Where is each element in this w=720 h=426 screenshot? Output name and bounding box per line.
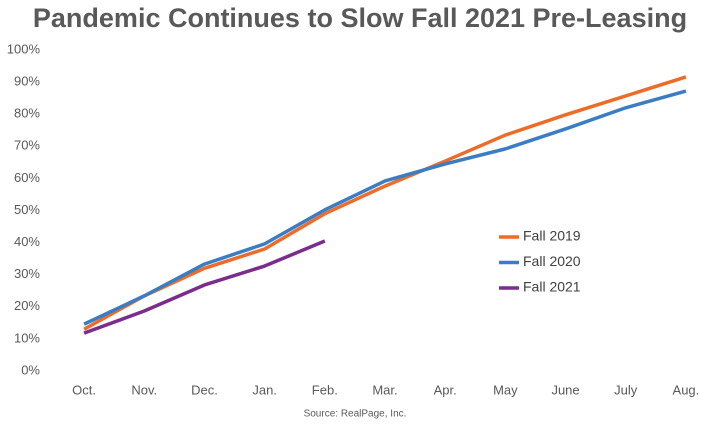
x-tick-label: May [493, 382, 518, 397]
chart-title: Pandemic Continues to Slow Fall 2021 Pre… [33, 3, 687, 33]
source-note: Source: RealPage, Inc. [304, 409, 407, 420]
x-tick-label: Apr. [434, 382, 457, 397]
legend-label: Fall 2021 [523, 279, 581, 295]
x-tick-label: July [614, 382, 638, 397]
x-tick-label: June [551, 382, 579, 397]
y-tick-label: 90% [14, 74, 40, 89]
legend-label: Fall 2020 [523, 253, 581, 269]
x-tick-label: Feb. [312, 382, 338, 397]
x-tick-label: Jan. [252, 382, 277, 397]
y-tick-label: 60% [14, 170, 40, 185]
x-tick-label: Aug. [673, 382, 700, 397]
y-tick-label: 70% [14, 138, 40, 153]
x-tick-label: Mar. [372, 382, 397, 397]
x-tick-label: Nov. [131, 382, 157, 397]
y-tick-label: 100% [7, 41, 41, 56]
series-line [83, 239, 326, 335]
y-tick-label: 50% [14, 202, 40, 217]
x-tick-label: Oct. [72, 382, 96, 397]
y-tick-label: 30% [14, 266, 40, 281]
y-tick-label: 80% [14, 106, 40, 121]
y-tick-label: 40% [14, 234, 40, 249]
series-line [83, 89, 687, 326]
x-tick-label: Dec. [191, 382, 218, 397]
legend-label: Fall 2019 [523, 228, 581, 244]
series-line [83, 75, 687, 331]
y-tick-label: 0% [21, 362, 40, 377]
y-tick-label: 20% [14, 298, 40, 313]
y-tick-label: 10% [14, 330, 40, 345]
